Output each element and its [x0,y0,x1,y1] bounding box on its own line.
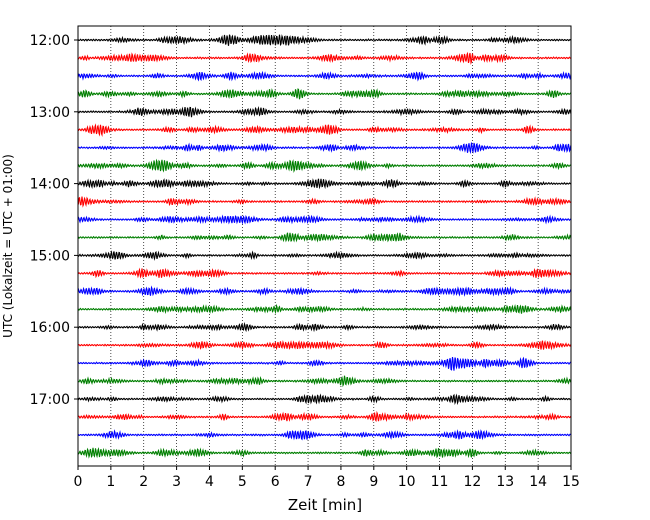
trace-line [77,34,572,47]
trace-line [77,105,572,118]
trace-line [77,250,572,261]
y-tick-label: 15:00 [30,248,70,264]
trace-line [77,158,572,173]
y-tick-label: 14:00 [30,177,70,193]
trace-line [77,87,572,100]
trace-line [77,142,572,155]
trace-line [77,70,572,82]
y-axis-label: UTC (Lokalzeit = UTC + 01:00) [1,154,15,338]
x-axis-label: Zeit [min] [288,496,362,514]
trace-line [77,178,572,190]
y-tick-label: 13:00 [30,105,70,121]
trace-line [78,123,572,137]
trace-line [77,285,572,297]
x-tick-label: 8 [336,474,345,490]
x-tick-label: 5 [238,474,247,490]
trace-line [77,267,572,279]
trace-line [77,393,572,406]
trace-line [77,196,572,208]
x-tick-label: 9 [369,474,378,490]
trace-line [77,303,572,315]
x-tick-label: 0 [74,474,83,490]
grid-lines [110,26,539,466]
y-tick-label: 12:00 [30,33,70,49]
x-axis-ticks: 0 1 2 3 4 5 6 7 8 9 10 11 12 13 14 15 [74,466,580,490]
seismic-traces [77,34,572,459]
x-tick-label: 6 [271,474,280,490]
trace-line [77,375,572,388]
x-tick-label: 12 [463,474,481,490]
x-tick-label: 2 [139,474,148,490]
plot-frame [77,25,572,467]
x-tick-label: 10 [398,474,416,490]
x-tick-label: 3 [172,474,181,490]
trace-line [77,51,572,65]
x-tick-label: 4 [205,474,214,490]
x-tick-label: 13 [496,474,514,490]
x-tick-label: 11 [431,474,449,490]
y-tick-label: 16:00 [30,320,70,336]
trace-line [77,214,572,225]
trace-line [77,356,572,371]
x-tick-label: 7 [304,474,313,490]
trace-line [77,339,572,351]
x-tick-label: 15 [562,474,580,490]
trace-line [77,232,572,243]
x-tick-label: 1 [106,474,115,490]
y-tick-label: 17:00 [30,392,70,408]
trace-line [77,447,572,459]
trace-line [77,322,572,333]
trace-line [77,410,572,423]
trace-line [77,429,572,441]
x-tick-label: 14 [529,474,547,490]
y-axis-ticks: 12:00 13:00 14:00 15:00 16:00 17:00 [30,33,78,408]
